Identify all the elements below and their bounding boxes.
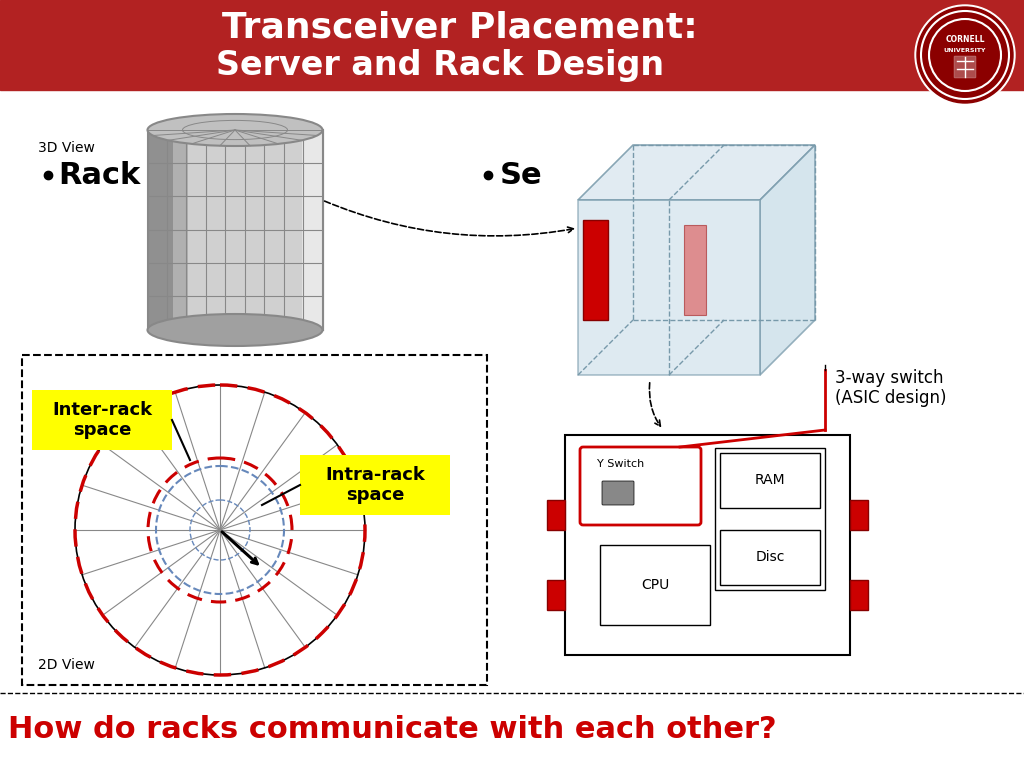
Bar: [0, 0, 1024, 90]
Text: Y Switch: Y Switch: [597, 459, 645, 469]
Bar: [32, 390, 172, 450]
Text: Se: Se: [500, 161, 543, 190]
Text: Intra-rack
space: Intra-rack space: [325, 465, 425, 505]
Text: 2D View: 2D View: [38, 658, 95, 672]
Text: UNIVERSITY: UNIVERSITY: [944, 48, 986, 52]
Bar: [583, 220, 608, 320]
Text: CORNELL: CORNELL: [945, 35, 985, 44]
Bar: [173, 130, 188, 330]
Bar: [720, 453, 820, 508]
Bar: [148, 130, 323, 330]
Bar: [600, 545, 710, 625]
FancyBboxPatch shape: [580, 447, 701, 525]
Text: RAM: RAM: [755, 473, 785, 487]
Polygon shape: [760, 145, 815, 375]
Text: Disc: Disc: [756, 550, 784, 564]
Bar: [300, 455, 450, 515]
Bar: [547, 580, 565, 610]
Bar: [684, 225, 706, 315]
Polygon shape: [578, 145, 815, 200]
Bar: [715, 448, 825, 590]
Bar: [22, 355, 487, 685]
Text: Transceiver Placement:: Transceiver Placement:: [222, 11, 697, 45]
FancyBboxPatch shape: [954, 56, 976, 78]
Bar: [148, 130, 173, 330]
Circle shape: [915, 5, 1015, 105]
Bar: [302, 130, 322, 330]
Ellipse shape: [147, 314, 323, 346]
Bar: [565, 435, 850, 655]
FancyBboxPatch shape: [602, 481, 634, 505]
Ellipse shape: [147, 114, 323, 146]
Text: 3-way switch
(ASIC design): 3-way switch (ASIC design): [835, 369, 946, 407]
Bar: [148, 130, 323, 330]
Text: Server and Rack Design: Server and Rack Design: [216, 48, 664, 81]
Bar: [720, 530, 820, 585]
Text: Inter-rack
space: Inter-rack space: [52, 401, 152, 439]
Bar: [850, 500, 868, 530]
Text: Rack: Rack: [58, 161, 140, 190]
Text: How do racks communicate with each other?: How do racks communicate with each other…: [8, 716, 776, 744]
Text: 3D View: 3D View: [38, 141, 95, 155]
Bar: [547, 500, 565, 530]
Circle shape: [918, 7, 1013, 103]
Bar: [850, 580, 868, 610]
Polygon shape: [578, 200, 760, 375]
Text: CPU: CPU: [641, 578, 669, 592]
